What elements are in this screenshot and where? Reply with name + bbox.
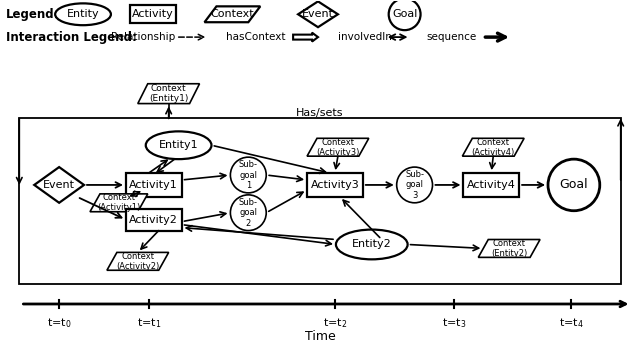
- Text: Time: Time: [305, 330, 335, 343]
- Text: Context
(Activity4): Context (Activity4): [472, 138, 515, 157]
- Text: Interaction Legend:: Interaction Legend:: [6, 30, 137, 44]
- Text: Context
(Activity2): Context (Activity2): [116, 252, 159, 271]
- Bar: [126, 173, 182, 197]
- Ellipse shape: [230, 195, 266, 230]
- Ellipse shape: [230, 157, 266, 193]
- Bar: [307, 173, 363, 197]
- Text: Goal: Goal: [559, 178, 588, 192]
- Polygon shape: [462, 138, 524, 156]
- Text: Context
(Activity1): Context (Activity1): [97, 193, 141, 212]
- Bar: [19, 119, 621, 284]
- Text: Sub-
goal
2: Sub- goal 2: [239, 198, 258, 228]
- Text: Entity1: Entity1: [159, 140, 198, 150]
- Text: t=t$_4$: t=t$_4$: [559, 316, 583, 330]
- Text: Entity: Entity: [67, 9, 99, 19]
- Text: t=t$_2$: t=t$_2$: [323, 316, 347, 330]
- Text: t=t$_0$: t=t$_0$: [47, 316, 72, 330]
- Polygon shape: [90, 194, 148, 212]
- Text: Sub-
goal
3: Sub- goal 3: [405, 170, 424, 200]
- Polygon shape: [35, 167, 84, 203]
- Ellipse shape: [55, 4, 111, 25]
- Text: Relationship: Relationship: [111, 32, 175, 42]
- Bar: [463, 173, 519, 197]
- Text: Sub-
goal
1: Sub- goal 1: [239, 160, 258, 190]
- Text: hasContext: hasContext: [225, 32, 285, 42]
- Text: Context: Context: [211, 9, 254, 19]
- Text: Activity: Activity: [132, 9, 173, 19]
- Circle shape: [548, 159, 600, 211]
- Ellipse shape: [397, 167, 433, 203]
- Text: Event: Event: [302, 9, 334, 19]
- Text: sequence: sequence: [426, 32, 477, 42]
- Text: t=t$_1$: t=t$_1$: [136, 316, 161, 330]
- Text: t=t$_3$: t=t$_3$: [442, 316, 467, 330]
- Text: Context
(Entity2): Context (Entity2): [491, 239, 527, 258]
- Text: Activity1: Activity1: [129, 180, 178, 190]
- Ellipse shape: [146, 131, 211, 159]
- Text: Entity2: Entity2: [352, 239, 392, 250]
- Polygon shape: [138, 84, 200, 104]
- Polygon shape: [107, 252, 169, 270]
- Text: Event: Event: [43, 180, 75, 190]
- Circle shape: [388, 0, 420, 30]
- Bar: [130, 5, 175, 23]
- Text: involvedIn: involvedIn: [338, 32, 392, 42]
- Text: Context
(Activity3): Context (Activity3): [316, 138, 360, 157]
- Polygon shape: [307, 138, 369, 156]
- Ellipse shape: [336, 230, 408, 259]
- Text: Activity3: Activity3: [310, 180, 359, 190]
- Text: Activity2: Activity2: [129, 215, 178, 225]
- Text: Activity4: Activity4: [467, 180, 516, 190]
- Polygon shape: [205, 6, 260, 22]
- Polygon shape: [298, 1, 338, 27]
- Bar: [126, 209, 182, 230]
- Text: Has/sets: Has/sets: [296, 108, 344, 118]
- Text: Legend:: Legend:: [6, 8, 60, 21]
- Text: Goal: Goal: [392, 9, 417, 19]
- Polygon shape: [478, 240, 540, 257]
- Text: Context
(Entity1): Context (Entity1): [149, 84, 188, 103]
